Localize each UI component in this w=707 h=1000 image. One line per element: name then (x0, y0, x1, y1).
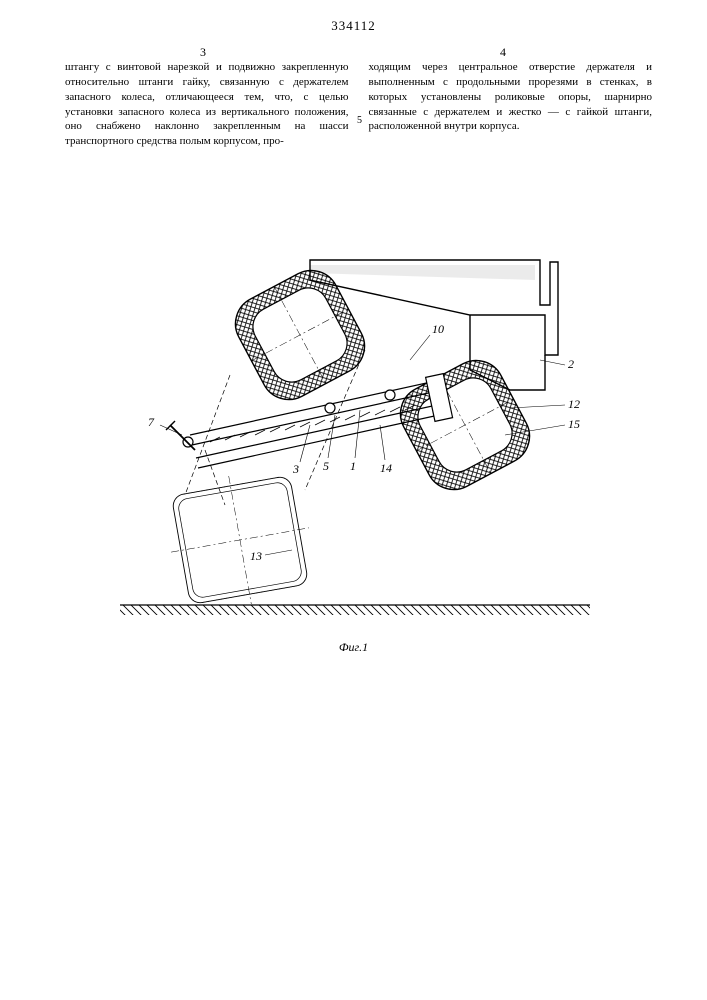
svg-text:14: 14 (380, 461, 392, 475)
text-columns: штангу с винтовой нарезкой и подвижно за… (65, 60, 652, 149)
document-number: 334112 (331, 18, 376, 34)
svg-text:7: 7 (148, 415, 155, 429)
svg-text:3: 3 (292, 462, 299, 476)
svg-text:12: 12 (568, 397, 580, 411)
figure-1: 10 2 12 15 7 5 1 3 14 13 (110, 240, 600, 630)
svg-text:2: 2 (568, 357, 574, 371)
svg-text:5: 5 (323, 459, 329, 473)
svg-text:1: 1 (350, 459, 356, 473)
right-column: ходящим через центральное отверстие держ… (369, 60, 653, 149)
svg-text:10: 10 (432, 322, 444, 336)
left-column: штангу с винтовой нарезкой и подвижно за… (65, 60, 349, 149)
column-number-right: 4 (500, 45, 506, 60)
svg-text:15: 15 (568, 417, 580, 431)
svg-text:13: 13 (250, 549, 262, 563)
figure-caption: Фиг.1 (339, 640, 368, 655)
column-number-left: 3 (200, 45, 206, 60)
mechanical-drawing-svg: 10 2 12 15 7 5 1 3 14 13 (110, 240, 600, 630)
